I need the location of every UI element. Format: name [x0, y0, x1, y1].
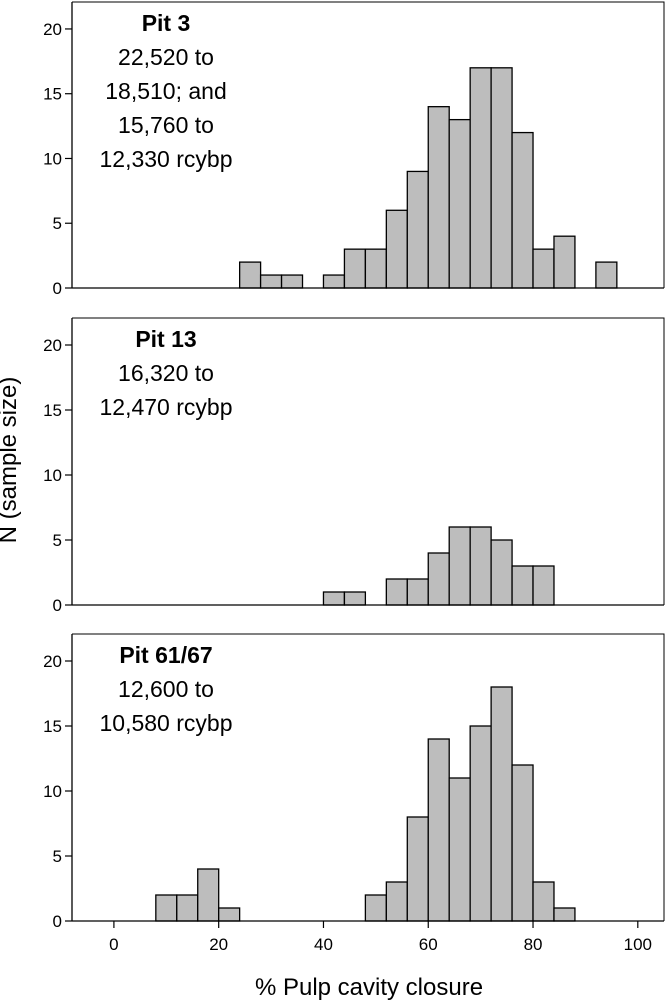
histogram-bar: [469, 725, 492, 922]
panel-title: Pit 3: [142, 10, 191, 36]
histogram-bar: [511, 131, 534, 289]
x-axis-title: % Pulp cavity closure: [255, 974, 483, 1001]
histogram-bar: [238, 261, 262, 289]
panel-title: Pit 13: [135, 326, 196, 352]
histogram-bar: [448, 777, 471, 922]
x-tick-label: 20: [209, 935, 228, 954]
histogram-bar: [595, 261, 618, 289]
y-tick-label: 15: [43, 85, 62, 104]
y-tick-label: 10: [43, 782, 62, 801]
histogram-bar: [553, 907, 576, 922]
histogram-bar: [197, 868, 220, 922]
histogram-bar: [176, 894, 199, 922]
x-tick-label: 0: [109, 935, 118, 954]
histogram-bar: [427, 552, 450, 606]
histogram-bar: [385, 881, 408, 922]
histogram-bar: [406, 578, 429, 606]
histogram-bar: [343, 591, 367, 606]
histogram-bar: [448, 118, 471, 289]
y-tick-label: 15: [43, 401, 62, 420]
y-tick-label: 5: [53, 214, 62, 233]
histogram-bar: [218, 907, 241, 922]
histogram-bar: [259, 274, 283, 289]
y-tick-label: 0: [53, 912, 62, 931]
panel-subtitle-line: 16,320 to: [118, 360, 214, 386]
panel-subtitle-line: 22,520 to: [118, 44, 214, 70]
histogram-bar: [385, 209, 408, 289]
histogram-bar: [385, 578, 408, 606]
x-tick-label: 100: [624, 935, 652, 954]
panel-title: Pit 61/67: [119, 642, 212, 668]
histogram-bar: [532, 565, 555, 606]
histogram-bar: [490, 67, 513, 289]
histogram-bar: [406, 170, 429, 289]
panel-subtitle-line: 15,760 to: [118, 112, 214, 138]
x-tick-label: 60: [419, 935, 438, 954]
histogram-bar: [532, 248, 555, 289]
panel-frame: [72, 1, 665, 288]
panel-subtitle-line: 12,330 rcybp: [100, 146, 233, 172]
y-tick-label: 5: [53, 531, 62, 550]
histogram-bar: [532, 881, 555, 922]
histogram-bar: [364, 248, 387, 289]
histogram-bar: [469, 67, 492, 289]
histogram-bar: [448, 526, 471, 606]
panel-frame: [72, 633, 665, 921]
histogram-bar: [406, 816, 429, 922]
y-tick-label: 0: [53, 596, 62, 615]
panel-1: 0 5 10 15 20 Pit 3 22,520 to 18,510; and 15,760 …: [43, 1, 665, 298]
y-tick-label: 20: [43, 20, 62, 39]
histogram-bar: [155, 894, 178, 922]
x-tick-label: 40: [314, 935, 333, 954]
histogram-bar: [469, 526, 492, 606]
panel-subtitle-line: 10,580 rcybp: [100, 710, 233, 736]
histogram-bar: [343, 248, 367, 289]
histogram-bar: [511, 764, 534, 922]
panel-2: 0 5 10 15 20 Pit 13 16,320 to 12,470 rcybp: [43, 317, 665, 615]
panel-subtitle-line: 12,470 rcybp: [100, 394, 233, 420]
x-tick-label: 80: [524, 935, 543, 954]
y-tick-label: 10: [43, 466, 62, 485]
histogram-bar: [553, 235, 576, 289]
histogram-bar: [511, 565, 534, 606]
panel-subtitle-line: 12,600 to: [118, 676, 214, 702]
y-tick-label: 15: [43, 717, 62, 736]
histogram-bar: [322, 274, 346, 289]
y-tick-label: 0: [53, 279, 62, 298]
histogram-bar: [364, 894, 387, 922]
histogram-bar: [490, 686, 513, 922]
panel-frame: [72, 317, 665, 605]
y-tick-label: 10: [43, 149, 62, 168]
panel-3: 0 5 10 15 20 0 20 40 60 80 100 Pit 61/67 12,600 to 10…: [43, 633, 665, 954]
y-tick-label: 5: [53, 847, 62, 866]
histogram-bar: [427, 106, 450, 289]
y-axis-title: N (sample size): [0, 377, 22, 544]
y-tick-label: 20: [43, 336, 62, 355]
histogram-bar: [322, 591, 346, 606]
histogram-bar: [280, 274, 304, 289]
histogram-bar: [427, 738, 450, 922]
histogram-bar: [490, 539, 513, 606]
panel-subtitle-line: 18,510; and: [105, 78, 227, 104]
y-tick-label: 20: [43, 652, 62, 671]
